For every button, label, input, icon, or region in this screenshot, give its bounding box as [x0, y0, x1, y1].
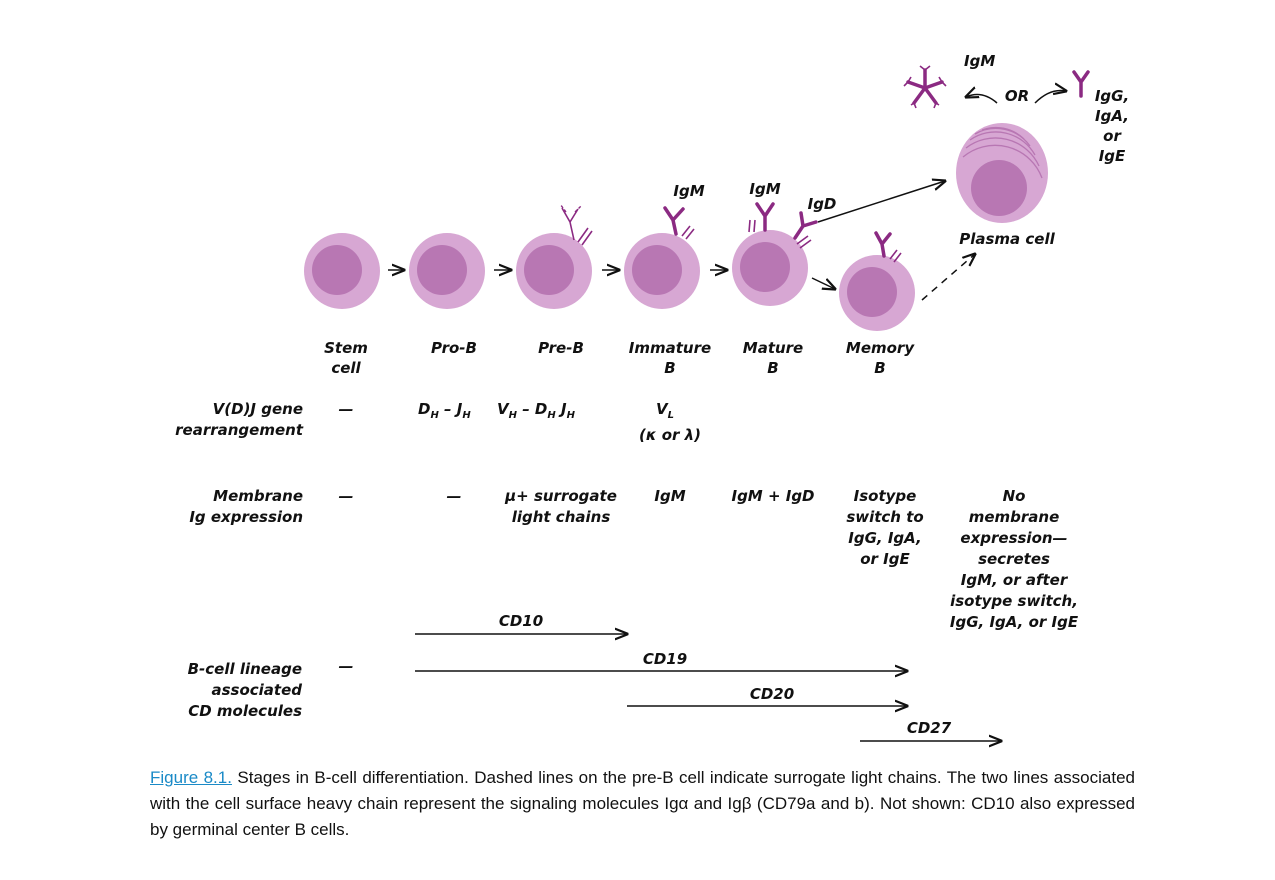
- cd10-label: CD10: [499, 612, 543, 630]
- arrow-mature-to-plasma: [817, 181, 945, 223]
- membrane-memory-line4: or IgE: [860, 550, 910, 568]
- pre-b-cell: [516, 233, 592, 309]
- arrow-to-igm-secreted: [966, 95, 998, 104]
- membrane-memory-line1: Isotype: [854, 487, 917, 505]
- pre-b-surrogate-receptor: [559, 203, 593, 246]
- immature-b-cell: [624, 233, 700, 309]
- membrane-plasma-line2: membrane: [969, 508, 1060, 526]
- vdj-row: V(D)J gene rearrangement — DH – JH VH – …: [175, 400, 701, 444]
- stage-labels: Stem cell Pro-B Pre-B Immature B Mature …: [324, 339, 915, 377]
- membrane-memory-line2: switch to: [846, 508, 923, 526]
- arrow-memory-to-plasma: [921, 254, 975, 301]
- label-plasma-cell: Plasma cell: [959, 230, 1055, 248]
- vdj-prob: DH – JH: [418, 400, 471, 421]
- b-cell-differentiation-diagram: IgM IgM IgD Plasma cell IgM OR IgG, IgA,…: [175, 52, 1129, 760]
- membrane-plasma-line6: isotype switch,: [950, 592, 1078, 610]
- stem-cell: [304, 233, 380, 309]
- cd-label-line1: B-cell lineage: [188, 660, 302, 678]
- cd-row: B-cell lineage associated CD molecules —…: [188, 612, 1001, 741]
- membrane-plasma-line7: IgG, IgA, or IgE: [950, 613, 1079, 631]
- stage-preb-line1: Pre-B: [538, 339, 584, 357]
- caption-text: Stages in B-cell differentiation. Dashed…: [150, 768, 1136, 839]
- memory-switched-receptor: [874, 231, 902, 263]
- stage-prob-line1: Pro-B: [431, 339, 477, 357]
- membrane-preb-line2: light chains: [512, 508, 611, 526]
- mature-igm-receptor: [748, 202, 775, 233]
- stage-mature-line1: Mature: [743, 339, 803, 357]
- vdj-stem: —: [339, 400, 354, 418]
- membrane-label-line2: Ig expression: [189, 508, 303, 526]
- memory-b-cell: [839, 255, 915, 331]
- plasma-cell: [956, 123, 1048, 223]
- stage-mature-line2: B: [767, 359, 778, 377]
- membrane-plasma-line1: No: [1003, 487, 1026, 505]
- figure-reference-link[interactable]: Figure 8.1.: [150, 768, 232, 787]
- membrane-prob: —: [447, 487, 462, 505]
- membrane-mature: IgM + IgD: [731, 487, 814, 505]
- cd-label-line3: CD molecules: [188, 702, 302, 720]
- membrane-plasma-line5: IgM, or after: [961, 571, 1069, 589]
- immature-igm-receptor: [663, 206, 695, 240]
- vdj-immature: VL: [656, 400, 674, 421]
- label-mature-igd: IgD: [808, 195, 837, 213]
- vdj-label-line1: V(D)J gene: [213, 400, 303, 418]
- label-igg-line2: IgA,: [1095, 107, 1129, 125]
- secreted-igm-pentamer-icon: [903, 65, 947, 109]
- cd19-label: CD19: [643, 650, 687, 668]
- arrow-to-igg-secreted: [1034, 91, 1066, 104]
- membrane-plasma-line3: expression—: [960, 529, 1067, 547]
- stage-memory-line2: B: [874, 359, 885, 377]
- label-igg-line3: or: [1103, 127, 1122, 145]
- mature-b-cell: [732, 230, 808, 306]
- mature-igd-receptor: [793, 211, 818, 249]
- stage-immature-line1: Immature: [629, 339, 711, 357]
- vdj-preb: VH – DH JH: [497, 400, 576, 421]
- cd27-label: CD27: [907, 719, 952, 737]
- label-igg-line1: IgG,: [1095, 87, 1129, 105]
- cd20-label: CD20: [750, 685, 794, 703]
- pro-b-cell: [409, 233, 485, 309]
- stage-stem-line2: cell: [331, 359, 361, 377]
- figure-caption: Figure 8.1. Stages in B-cell differentia…: [150, 765, 1135, 843]
- label-or: OR: [1005, 87, 1029, 105]
- label-mature-igm: IgM: [749, 180, 780, 198]
- membrane-memory-line3: IgG, IgA,: [848, 529, 921, 547]
- label-igm-secreted: IgM: [964, 52, 995, 70]
- membrane-stem: —: [339, 487, 354, 505]
- membrane-plasma-line4: secretes: [978, 550, 1050, 568]
- membrane-row: Membrane Ig expression — — μ+ surrogate …: [189, 487, 1079, 631]
- secreted-monomer-icon: [1072, 70, 1090, 98]
- label-immature-igm: IgM: [673, 182, 704, 200]
- label-igg-line4: IgE: [1099, 147, 1126, 165]
- membrane-preb-line1: μ+ surrogate: [504, 487, 617, 505]
- stage-immature-line2: B: [664, 359, 675, 377]
- membrane-immature: IgM: [654, 487, 685, 505]
- stage-stem-line1: Stem: [324, 339, 368, 357]
- cd-label-line2: associated: [211, 681, 302, 699]
- vdj-label-line2: rearrangement: [175, 421, 304, 439]
- membrane-label-line1: Membrane: [213, 487, 303, 505]
- stage-memory-line1: Memory: [846, 339, 915, 357]
- cd-stem: —: [339, 657, 354, 675]
- vdj-immature-line2: (κ or λ): [639, 426, 701, 444]
- arrow-mature-to-memory: [811, 277, 835, 289]
